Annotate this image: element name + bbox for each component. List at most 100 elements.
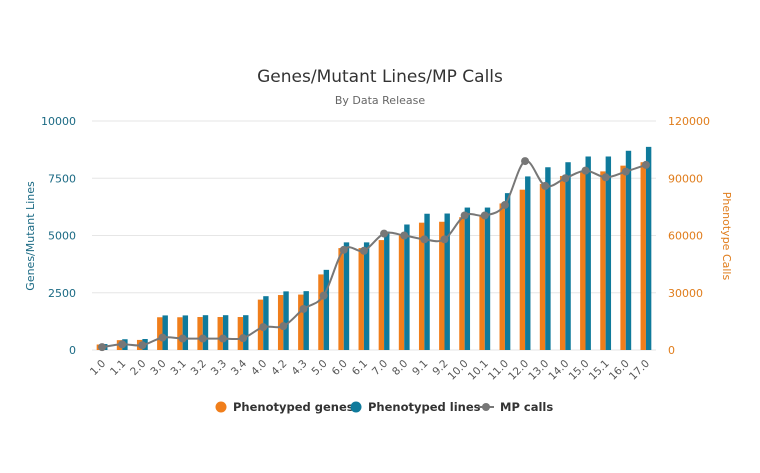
mp-calls-point[interactable] (641, 160, 650, 169)
bar-phenotyped-lines[interactable] (202, 315, 209, 350)
mp-calls-point[interactable] (319, 291, 328, 300)
bar-phenotyped-genes[interactable] (499, 203, 505, 350)
bar-phenotyped-lines[interactable] (565, 162, 571, 350)
mp-calls-point[interactable] (480, 211, 489, 220)
bar-phenotyped-lines[interactable] (283, 291, 289, 350)
right-tick-label: 30000 (668, 287, 703, 300)
mp-calls-point[interactable] (118, 340, 127, 349)
mp-calls-point[interactable] (279, 322, 288, 331)
x-tick-label: 3.0 (148, 358, 168, 378)
bar-phenotyped-lines[interactable] (263, 296, 269, 350)
bar-phenotyped-genes[interactable] (640, 162, 646, 350)
legend-label-mp-calls: MP calls (500, 400, 553, 414)
bar-phenotyped-lines[interactable] (504, 193, 511, 350)
mp-calls-point[interactable] (380, 229, 389, 238)
mp-calls-point[interactable] (138, 341, 147, 350)
bar-phenotyped-lines[interactable] (182, 315, 189, 350)
mp-calls-point[interactable] (299, 304, 308, 313)
right-axis-ticks: 0 30000 60000 90000 120000 (668, 115, 710, 357)
bar-phenotyped-lines[interactable] (605, 156, 612, 350)
x-tick-label: 5.0 (309, 358, 329, 378)
mp-calls-point[interactable] (561, 174, 570, 183)
bar-phenotyped-lines[interactable] (243, 315, 249, 350)
bar-phenotyped-lines[interactable] (464, 207, 471, 350)
mp-calls-point[interactable] (541, 181, 550, 190)
x-tick-label: 13.0 (526, 358, 551, 383)
mp-calls-point[interactable] (400, 231, 409, 240)
bar-phenotyped-genes[interactable] (620, 165, 626, 350)
x-tick-label: 12.0 (506, 358, 531, 383)
mp-calls-point[interactable] (521, 157, 530, 166)
mp-calls-point[interactable] (259, 323, 268, 332)
bar-phenotyped-lines[interactable] (222, 315, 229, 350)
bar-phenotyped-genes[interactable] (519, 189, 526, 350)
bar-phenotyped-lines[interactable] (323, 269, 330, 350)
mp-calls-point[interactable] (581, 166, 590, 175)
left-tick-label: 10000 (41, 115, 76, 128)
bar-phenotyped-lines[interactable] (625, 150, 632, 350)
line-series (98, 157, 650, 352)
legend-item-phenotyped-lines[interactable]: Phenotyped lines (350, 400, 481, 414)
bar-phenotyped-lines[interactable] (424, 213, 430, 350)
bar-phenotyped-genes[interactable] (177, 317, 183, 350)
bar-phenotyped-genes[interactable] (418, 222, 425, 350)
x-tick-label: 2.0 (128, 358, 148, 378)
bar-phenotyped-genes[interactable] (600, 171, 606, 350)
mp-calls-line (101, 160, 647, 349)
mp-calls-point[interactable] (420, 235, 429, 244)
mp-calls-point[interactable] (218, 334, 227, 343)
bar-phenotyped-genes[interactable] (459, 217, 465, 350)
bar-phenotyped-lines[interactable] (404, 224, 410, 350)
x-tick-label: 6.0 (330, 358, 350, 378)
mp-calls-point[interactable] (98, 343, 107, 352)
bar-phenotyped-lines[interactable] (645, 146, 652, 350)
bar-phenotyped-lines[interactable] (444, 213, 450, 350)
bar-phenotyped-genes[interactable] (378, 240, 385, 350)
bar-phenotyped-genes[interactable] (157, 317, 163, 350)
bar-phenotyped-genes[interactable] (197, 317, 203, 350)
bar-phenotyped-genes[interactable] (318, 274, 324, 350)
bar-phenotyped-genes[interactable] (398, 235, 405, 351)
bar-phenotyped-genes[interactable] (580, 171, 586, 350)
mp-calls-point[interactable] (621, 167, 630, 176)
bar-phenotyped-genes[interactable] (439, 221, 445, 350)
mp-calls-point[interactable] (500, 200, 509, 209)
grid-lines (92, 120, 656, 351)
x-tick-label: 10.0 (446, 358, 471, 383)
legend: Phenotyped genes Phenotyped lines MP cal… (215, 400, 553, 414)
mp-calls-point[interactable] (198, 334, 207, 343)
mp-calls-point[interactable] (339, 245, 348, 254)
bar-phenotyped-lines[interactable] (545, 167, 551, 350)
bar-phenotyped-genes[interactable] (539, 183, 546, 350)
bar-phenotyped-genes[interactable] (358, 248, 364, 350)
bar-phenotyped-lines[interactable] (363, 242, 370, 350)
bar-phenotyped-lines[interactable] (303, 291, 309, 350)
x-tick-label: 4.2 (269, 358, 289, 378)
bar-phenotyped-genes[interactable] (338, 248, 344, 350)
mp-calls-point[interactable] (359, 246, 368, 255)
mp-calls-point[interactable] (440, 235, 449, 244)
bar-phenotyped-genes[interactable] (479, 216, 485, 350)
bar-phenotyped-genes[interactable] (559, 175, 566, 350)
bar-phenotyped-genes[interactable] (237, 317, 244, 350)
bar-phenotyped-lines[interactable] (484, 207, 491, 350)
bar-phenotyped-genes[interactable] (298, 294, 304, 350)
bar-phenotyped-lines[interactable] (343, 242, 350, 350)
bar-phenotyped-lines[interactable] (525, 176, 531, 350)
mp-calls-point[interactable] (239, 334, 248, 343)
mp-calls-point[interactable] (158, 333, 167, 342)
mp-calls-point[interactable] (601, 173, 610, 182)
legend-label-phenotyped-genes: Phenotyped genes (233, 400, 354, 414)
bar-phenotyped-lines[interactable] (585, 156, 591, 350)
mp-calls-point[interactable] (178, 334, 187, 343)
bar-phenotyped-lines[interactable] (384, 231, 390, 350)
bar-phenotyped-genes[interactable] (217, 317, 223, 350)
mp-calls-point[interactable] (460, 211, 469, 220)
chart-subtitle: By Data Release (335, 94, 426, 107)
legend-item-phenotyped-genes[interactable]: Phenotyped genes (215, 400, 354, 414)
bar-phenotyped-lines[interactable] (162, 315, 168, 350)
bar-phenotyped-genes[interactable] (277, 295, 284, 350)
bar-series (96, 146, 652, 351)
legend-item-mp-calls[interactable]: MP calls (478, 400, 553, 414)
